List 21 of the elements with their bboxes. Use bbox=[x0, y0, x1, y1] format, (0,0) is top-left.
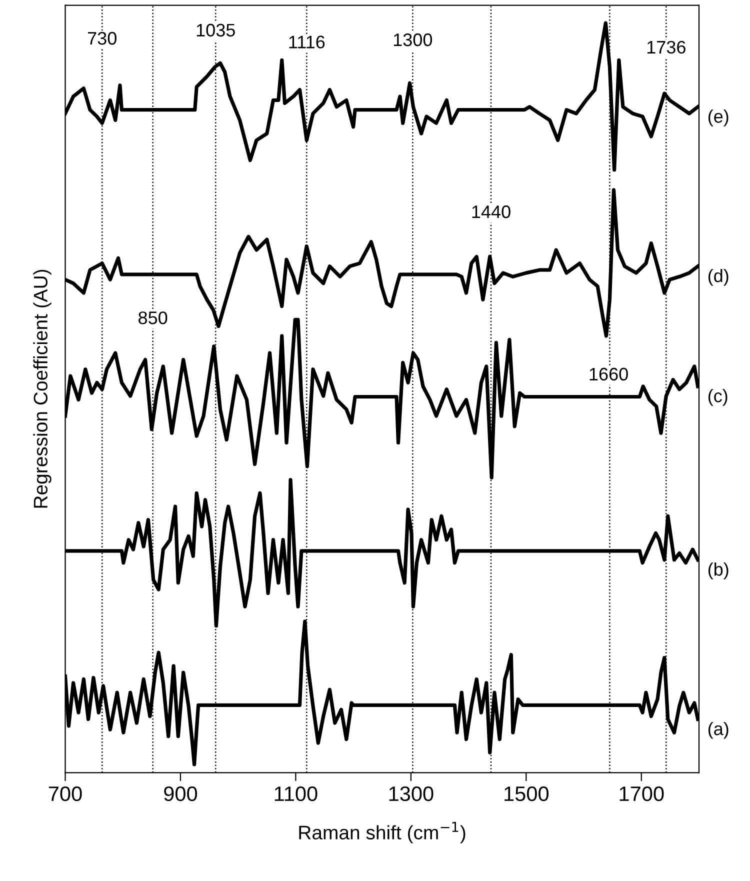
annotation: 1300 bbox=[394, 33, 432, 46]
annotation: 1736 bbox=[647, 40, 686, 54]
annotation: 730 bbox=[88, 32, 116, 45]
series-label: (c) bbox=[708, 389, 728, 406]
annotation: 1035 bbox=[196, 24, 235, 37]
x-tick-label: 1700 bbox=[620, 786, 664, 802]
x-tick-label: 1100 bbox=[274, 786, 318, 802]
x-tick-label: 1300 bbox=[389, 786, 434, 802]
annotation: 1116 bbox=[289, 36, 325, 48]
annotation: 1660 bbox=[590, 368, 628, 381]
series-label: (d) bbox=[708, 268, 728, 286]
series-label: (e) bbox=[708, 110, 728, 126]
x-tick-label: 900 bbox=[164, 786, 198, 802]
series-label: (b) bbox=[708, 562, 728, 580]
x-axis-title: Raman shift (cm$^{−1}$) bbox=[299, 822, 466, 844]
series-label: (a) bbox=[708, 722, 728, 739]
y-axis-title: Regression Coefficient (AU) bbox=[33, 270, 52, 508]
annotation: 1440 bbox=[472, 205, 510, 218]
x-tick-label: 700 bbox=[48, 786, 82, 802]
annotation: 850 bbox=[138, 311, 168, 324]
x-tick-label: 1500 bbox=[504, 786, 549, 802]
